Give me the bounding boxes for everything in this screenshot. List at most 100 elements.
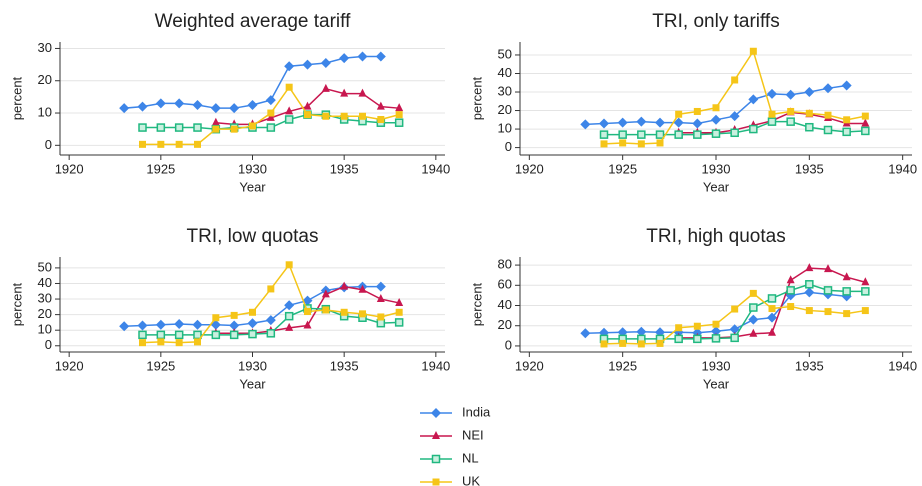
x-tick-label: 1930	[702, 358, 731, 373]
point	[749, 47, 757, 55]
point	[693, 130, 702, 139]
y-tick-label: 20	[38, 306, 52, 321]
point	[230, 125, 238, 133]
x-axis-label: Year	[703, 179, 730, 194]
y-tick-label: 40	[38, 275, 52, 290]
point	[340, 112, 348, 120]
point	[693, 334, 702, 344]
y-tick-label: 30	[38, 40, 52, 55]
point	[212, 125, 220, 133]
point	[711, 326, 721, 337]
point	[711, 129, 721, 138]
point	[302, 59, 313, 70]
point	[321, 289, 330, 298]
point	[284, 61, 295, 72]
point	[155, 319, 166, 330]
x-tick-label: 1935	[330, 358, 359, 373]
y-axis-label: percent	[469, 282, 484, 326]
y-tick-label: 60	[498, 277, 512, 292]
x-tick-label: 1935	[795, 161, 824, 176]
point	[358, 88, 367, 97]
point	[861, 126, 870, 136]
point	[284, 115, 294, 124]
point	[285, 83, 293, 91]
point	[175, 339, 183, 347]
point	[211, 330, 221, 340]
y-axis-label: percent	[469, 76, 484, 120]
point	[304, 111, 311, 119]
point	[786, 286, 795, 295]
point	[229, 330, 239, 340]
point	[376, 101, 385, 110]
point	[656, 139, 664, 147]
chart-title: TRI, low quotas	[187, 226, 319, 247]
point	[321, 83, 330, 92]
x-tick-label: 1930	[238, 358, 267, 373]
point	[787, 107, 795, 115]
point	[804, 287, 815, 298]
panel: Weighted average tariff 0 10 20 30 1920 1925 19…	[9, 11, 450, 194]
point	[119, 321, 130, 332]
point	[712, 104, 720, 112]
point	[211, 117, 220, 126]
point	[340, 281, 349, 290]
point	[284, 300, 295, 311]
point	[823, 125, 833, 135]
x-axis-label: Year	[239, 376, 266, 391]
x-tick-label: 1935	[330, 161, 359, 176]
point	[619, 139, 627, 147]
point	[861, 118, 870, 127]
point	[749, 124, 758, 134]
point	[285, 106, 294, 115]
legend-label: India	[462, 404, 491, 419]
point	[599, 130, 609, 139]
point	[304, 308, 311, 316]
point	[655, 130, 665, 139]
point	[137, 320, 148, 331]
point	[157, 338, 165, 346]
y-tick-label: 50	[498, 46, 512, 61]
point	[656, 339, 664, 347]
point	[748, 94, 759, 105]
point	[580, 328, 591, 339]
point	[861, 287, 870, 296]
point	[210, 103, 221, 114]
point	[731, 76, 739, 84]
point	[636, 116, 647, 127]
point	[192, 99, 203, 110]
point	[376, 318, 386, 328]
point	[749, 303, 758, 312]
y-tick-label: 50	[38, 259, 52, 274]
x-tick-label: 1925	[146, 161, 175, 176]
point	[693, 107, 701, 115]
point	[637, 340, 645, 348]
point	[637, 140, 645, 148]
point	[824, 308, 832, 316]
x-tick-label: 1930	[702, 161, 731, 176]
point	[861, 112, 869, 120]
point	[138, 330, 147, 340]
point	[749, 328, 758, 337]
point	[861, 277, 870, 286]
point	[842, 272, 851, 281]
point	[395, 111, 403, 119]
x-tick-label: 1940	[888, 161, 917, 176]
x-axis-label: Year	[703, 376, 730, 391]
legend-label: NEI	[462, 427, 484, 442]
point	[767, 312, 777, 323]
y-tick-label: 40	[498, 297, 512, 312]
x-tick-label: 1920	[55, 161, 84, 176]
point	[805, 109, 813, 117]
legend-label: UK	[462, 473, 480, 486]
point	[247, 99, 258, 110]
point	[711, 334, 721, 343]
point	[249, 308, 256, 316]
point	[675, 324, 683, 332]
x-tick-label: 1920	[55, 358, 84, 373]
x-tick-label: 1920	[515, 161, 544, 176]
point	[730, 128, 739, 138]
panel: TRI, high quotas 0 20 40 60 80 1920 1925 1930 193…	[469, 226, 917, 391]
point	[193, 123, 202, 132]
